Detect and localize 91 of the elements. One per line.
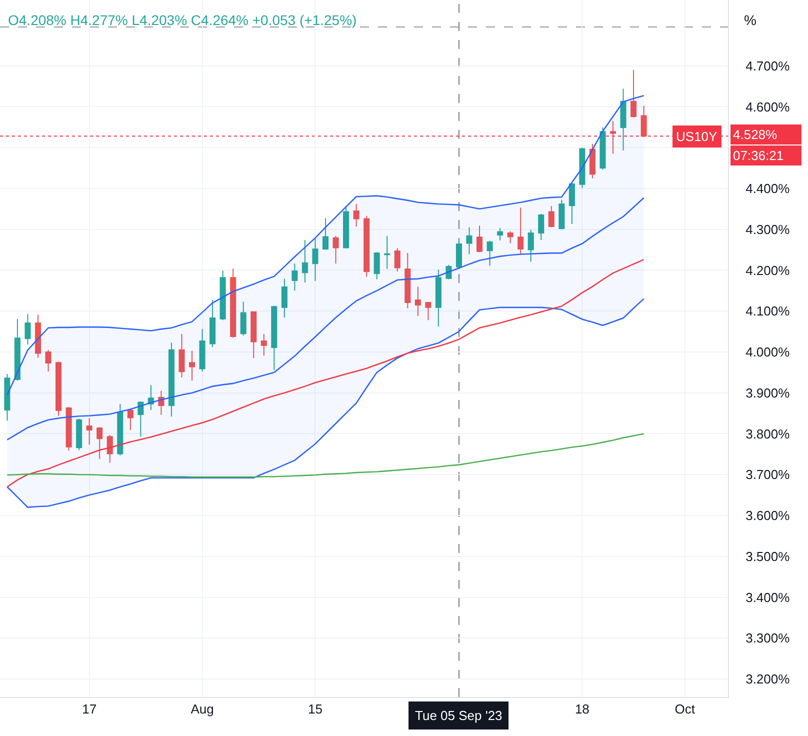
candlestick [138,400,144,438]
y-tick-label: 4.700% [746,58,790,74]
candlestick [302,239,308,283]
candlestick [568,182,575,225]
candlestick [220,270,226,321]
candlestick [394,248,400,272]
candlestick [343,206,350,250]
line-series [6,433,644,478]
candlestick [425,301,432,321]
candlestick [486,240,493,266]
candlestick [127,410,134,431]
y-tick-label: 3.900% [746,385,790,400]
candlestick [466,226,472,255]
line-series [6,258,644,488]
y-tick-label: 3.500% [746,548,790,564]
y-tick-label: 3.600% [746,508,790,524]
candlestick [528,229,534,262]
candlestick [600,127,606,170]
candlestick [579,147,586,189]
candlestick [374,252,380,280]
y-tick-label: 3.800% [746,426,790,442]
candlestick [76,418,82,451]
annotation: US10Y [676,129,718,144]
candlestick [518,207,524,256]
x-tick-label: Aug [190,702,214,717]
candlestick [312,238,318,282]
candlestick [189,350,196,382]
x-tick-label: Oct [674,702,696,717]
line-series [6,298,644,508]
candlestick [168,342,174,418]
candlestick [589,143,596,179]
candlestick [210,300,216,348]
x-tick-label: 15 [308,702,322,717]
candlestick [538,213,544,240]
line-series [6,95,644,396]
candlestick [117,403,124,456]
candlestick [404,252,411,309]
text: % [744,12,756,28]
y-tick-label: 4.200% [746,262,790,278]
y-tick-label: 3.400% [746,590,790,605]
candlestick [322,218,329,250]
candlestick [271,305,278,370]
candlestick [4,374,10,422]
candlestick [364,215,370,278]
candlestick [292,263,298,292]
candlestick [260,333,267,356]
candlestick [96,426,103,460]
candlestick [630,69,637,118]
candlestick [14,318,20,382]
candlestick [56,361,62,416]
candlestick [24,313,31,346]
candlestick [456,238,462,270]
y-tick-label: 3.700% [746,467,790,482]
candlestick [640,105,647,138]
text: 07:36:21 [733,148,784,163]
y-tick-label: 3.300% [746,630,790,646]
candlestick [240,301,246,336]
candlestick [178,333,185,378]
candlestick [45,349,52,372]
candlestick [507,230,514,244]
y-tick-label: 4.600% [746,99,790,114]
candlestick [281,278,288,318]
annotation: O4.208% H4.277% L4.203% C4.264% +0.053 (+1.25%) [8,12,357,28]
x-tick-label: 18 [574,702,590,717]
candlestick [384,235,390,270]
candlestick [66,406,72,451]
y-tick-label: 4.400% [746,181,790,196]
candlestick [353,203,360,227]
y-tick-label: 4.300% [746,222,790,237]
candlestick [476,225,483,253]
x-tick-label: 17 [82,702,97,717]
candlestick [414,286,421,316]
candlestick [106,434,113,464]
candlestick [34,314,42,358]
y-tick-label: 4.000% [746,344,790,360]
candlestick [199,328,206,372]
candlestick [497,228,504,241]
candlestick [250,311,257,359]
y-tick-label: 4.100% [746,304,790,319]
candlestick [548,206,554,228]
candlestick [435,269,442,328]
x-tick-label: Tue 05 Sep '23 [415,708,502,723]
y-tick-label: 3.200% [746,672,790,687]
candlestick [610,120,616,154]
line-series [6,197,644,441]
candlestick [86,418,92,446]
candlestick [230,268,236,338]
candlestick [332,235,339,264]
candlestick [558,199,565,230]
ref-line-label: 4.528% [733,127,778,142]
candlestick [620,88,626,151]
